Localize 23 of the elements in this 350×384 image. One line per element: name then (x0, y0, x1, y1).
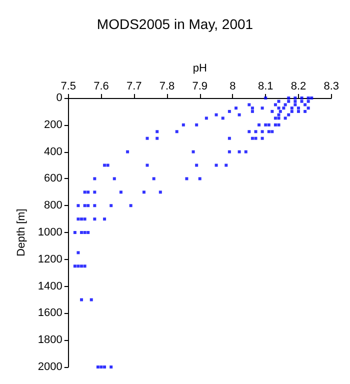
y-axis-title: Depth [m] (16, 208, 28, 256)
x-tick-label: 7.7 (126, 80, 142, 92)
y-tick-label: 1400 (38, 280, 62, 292)
y-tick-label: 1600 (38, 307, 62, 320)
y-tick-label: 1000 (38, 226, 62, 238)
y-tick-label: 0 (56, 92, 62, 104)
y-tick-label: 1800 (38, 334, 62, 346)
x-axis-title: pH (192, 62, 207, 74)
x-tick-label: 7.5 (60, 80, 76, 92)
y-tick-label: 600 (44, 172, 62, 185)
y-tick-label: 2000 (38, 361, 62, 373)
x-tick-label: 8 (230, 80, 236, 92)
y-tick-label: 400 (44, 146, 62, 158)
y-tick-label: 1200 (38, 253, 62, 266)
x-tick-label: 8.3 (324, 80, 340, 92)
y-tick-label: 200 (44, 118, 62, 131)
y-tick-label: 800 (44, 200, 62, 212)
chart-title: MODS2005 in May, 2001 (96, 16, 254, 32)
x-tick-label: 7.8 (159, 80, 175, 92)
x-tick-label: 7.9 (192, 80, 208, 92)
x-tick-label: 8.2 (290, 80, 306, 92)
x-tick-label: 8.1 (258, 80, 274, 92)
x-tick-label: 7.6 (94, 80, 109, 92)
